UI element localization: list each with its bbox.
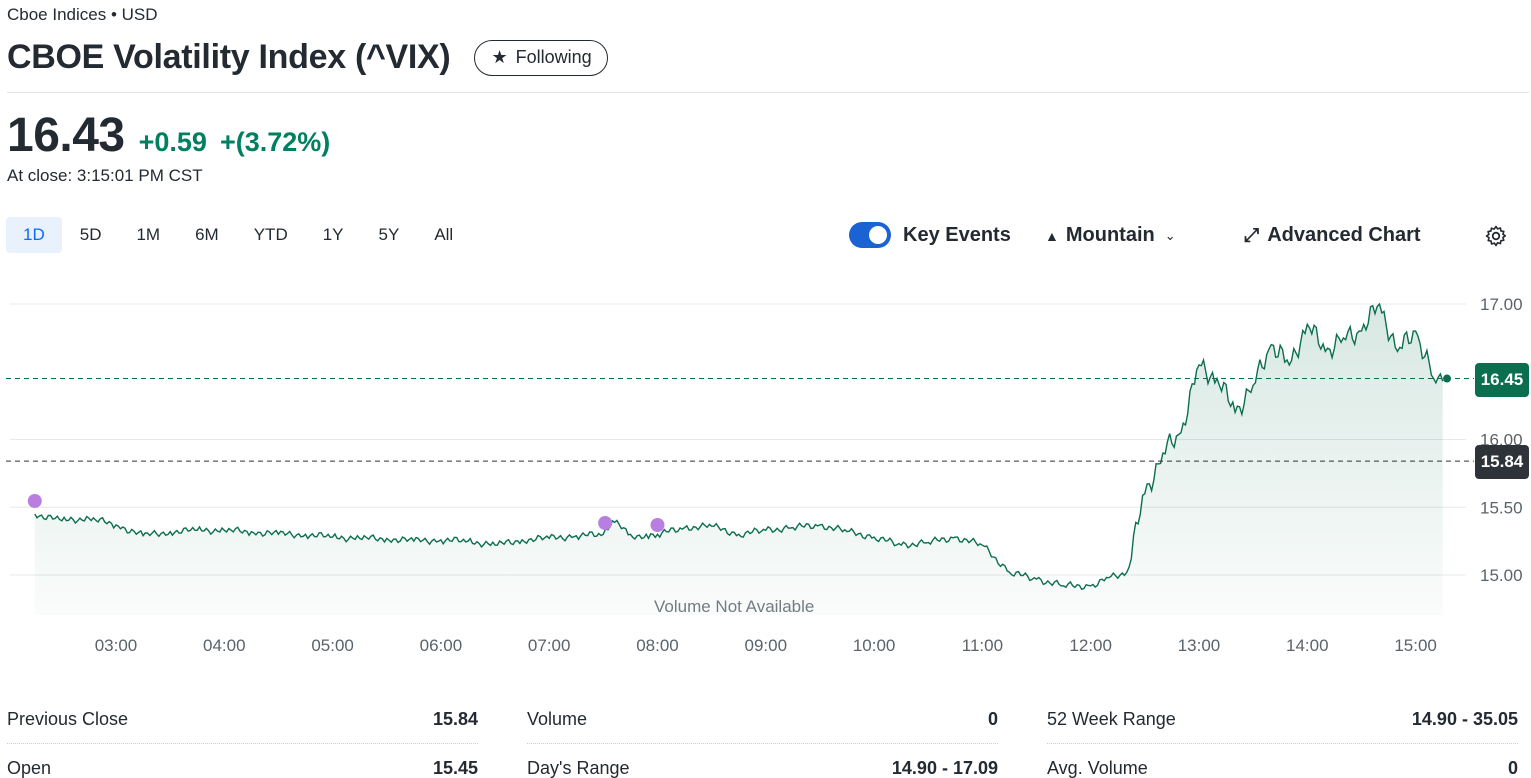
series-line <box>34 302 1444 591</box>
current-point <box>1443 374 1451 383</box>
close-time: At close: 3:15:01 PM CST <box>7 166 203 185</box>
stat-volume: Volume 0 <box>527 696 998 744</box>
stat-label: 52 Week Range <box>1047 709 1176 729</box>
series-area <box>34 304 1443 615</box>
x-tick-label: 06:00 <box>420 636 463 655</box>
key-event-marker[interactable] <box>650 518 665 532</box>
stat-value: 0 <box>1507 757 1518 778</box>
advanced-chart-label: Advanced Chart <box>1267 224 1421 246</box>
range-1y[interactable]: 1Y <box>322 225 344 244</box>
key-events-label: Key Events <box>903 223 1011 246</box>
x-tick-label: 03:00 <box>95 636 138 655</box>
stat-label: Previous Close <box>7 709 129 729</box>
stat-label: Day's Range <box>527 757 630 778</box>
stat-avg-volume: Avg. Volume 0 <box>1047 744 1518 778</box>
key-events-control: Key Events <box>849 222 1011 248</box>
x-tick-label: 15:00 <box>1394 636 1437 655</box>
toggle-knob <box>869 226 887 244</box>
x-tick-label: 08:00 <box>636 636 679 655</box>
stat-open: Open 15.45 <box>7 744 478 778</box>
y-tick-label: 15.00 <box>1480 566 1523 585</box>
stat-value: 0 <box>987 709 998 729</box>
range-6m[interactable]: 6M <box>195 225 219 244</box>
stat-previous-close: Previous Close 15.84 <box>7 696 478 744</box>
y-tick-label: 17.00 <box>1480 295 1523 314</box>
range-5y[interactable]: 5Y <box>378 225 400 244</box>
range-ytd[interactable]: YTD <box>253 225 288 244</box>
chart-type-label: Mountain <box>1065 224 1155 246</box>
x-tick-label: 07:00 <box>528 636 571 655</box>
stat-value: 14.90 - 17.09 <box>891 757 998 778</box>
x-tick-label: 12:00 <box>1069 636 1112 655</box>
range-selector: 1D 5D 1M 6M YTD 1Y 5Y All <box>6 217 471 253</box>
x-tick-label: 05:00 <box>311 636 354 655</box>
star-icon: ★ <box>491 47 508 67</box>
following-button[interactable]: ★ Following <box>474 39 608 76</box>
x-tick-label: 10:00 <box>853 636 896 655</box>
stat-52-week-range: 52 Week Range 14.90 - 35.05 <box>1047 696 1518 744</box>
range-1d[interactable]: 1D <box>6 217 62 253</box>
key-event-marker[interactable] <box>598 516 613 530</box>
advanced-chart-button[interactable]: ⤢ Advanced Chart <box>1244 224 1421 247</box>
stat-value: 15.45 <box>432 757 478 778</box>
price-change-percent: +(3.72%) <box>219 127 331 157</box>
chart-type-dropdown[interactable]: ▲ Mountain ⌄ <box>1045 224 1176 247</box>
current-price-tag: 16.45 <box>1475 363 1529 397</box>
chevron-down-icon: ⌄ <box>1164 227 1176 243</box>
gear-icon[interactable] <box>1484 224 1508 248</box>
stat-value: 14.90 - 35.05 <box>1411 709 1518 729</box>
page-title: CBOE Volatility Index (^VIX) <box>7 38 451 76</box>
x-tick-label: 09:00 <box>745 636 788 655</box>
stat-label: Volume <box>527 709 588 729</box>
current-price: 16.43 <box>7 109 125 162</box>
range-all[interactable]: All <box>434 225 454 244</box>
key-event-marker[interactable] <box>27 494 42 508</box>
stat-value: 15.84 <box>432 709 478 729</box>
header-divider <box>7 92 1529 93</box>
expand-icon: ⤢ <box>1244 224 1260 246</box>
x-tick-label: 11:00 <box>962 636 1003 655</box>
following-label: Following <box>515 47 592 67</box>
quote-row: 16.43 +0.59 +(3.72%) <box>7 108 330 163</box>
key-events-toggle[interactable] <box>849 222 891 248</box>
range-5d[interactable]: 5D <box>79 225 102 244</box>
price-change: +0.59 <box>138 127 207 157</box>
range-1m[interactable]: 1M <box>136 225 161 244</box>
title-row: CBOE Volatility Index (^VIX) ★ Following <box>7 38 608 77</box>
stat-label: Open <box>7 757 52 778</box>
stat-label: Avg. Volume <box>1047 757 1148 778</box>
previous-close-tag: 15.84 <box>1475 445 1529 479</box>
y-tick-label: 16.00 <box>1480 431 1523 450</box>
exchange-label: Cboe Indices • USD <box>7 5 158 24</box>
chart-canvas: 17.00 16.00 15.50 15.00 03:00 04:00 05:00 06:00… <box>6 295 1523 655</box>
x-tick-label: 14:00 <box>1286 636 1329 655</box>
x-tick-label: 04:00 <box>203 636 246 655</box>
price-chart[interactable]: 17.00 16.00 15.50 15.00 03:00 04:00 05:00 06:00… <box>0 270 1531 670</box>
mountain-icon: ▲ <box>1045 227 1059 244</box>
x-tick-label: 13:00 <box>1178 636 1221 655</box>
y-tick-label: 15.50 <box>1480 498 1523 517</box>
volume-note: Volume Not Available <box>654 597 815 616</box>
stat-days-range: Day's Range 14.90 - 17.09 <box>527 744 998 778</box>
